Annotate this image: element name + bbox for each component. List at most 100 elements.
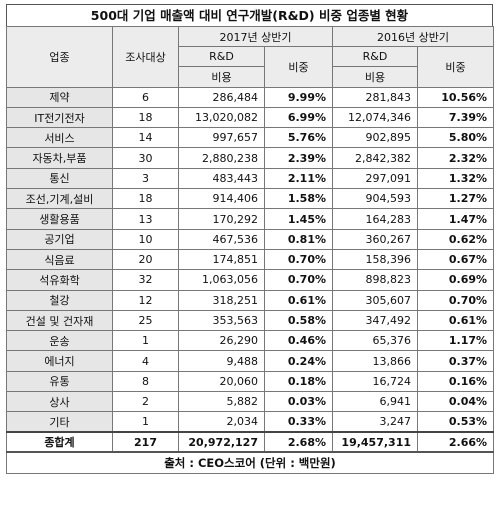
- ratio-2016-cell: 5.80%: [417, 127, 495, 149]
- ratio-2016-cell: 1.17%: [417, 330, 495, 352]
- industry-cell: 자동차,부품: [6, 147, 113, 169]
- count-cell: 1: [112, 330, 179, 352]
- table-title: 500대 기업 매출액 대비 연구개발(R&D) 비중 업종별 현황: [6, 4, 493, 26]
- table-row: 공기업 10 467,536 0.81% 360,267 0.62%: [6, 228, 495, 250]
- count-cell: 14: [112, 127, 179, 149]
- ratio-2016-cell: 2.32%: [417, 147, 495, 169]
- rd-2017-cell: 286,484: [178, 86, 265, 108]
- rd-2016-cell: 898,823: [332, 269, 419, 291]
- rd-2017-cell: 914,406: [178, 188, 265, 210]
- industry-cell: 통신: [6, 167, 113, 190]
- rd-2017-cell: 997,657: [178, 127, 265, 149]
- rd-2017-cell: 353,563: [178, 309, 265, 332]
- table-row: 상사 2 5,882 0.03% 6,941 0.04%: [6, 391, 495, 413]
- rd-2016-cell: 3,247: [332, 411, 419, 433]
- total-rd-2017: 20,972,127: [178, 431, 265, 453]
- industry-cell: 철강: [6, 289, 113, 311]
- ratio-2017-cell: 0.58%: [263, 309, 334, 332]
- source-row: 출처 : CEO스코어 (단위 : 백만원): [5, 451, 495, 474]
- ratio-2016-cell: 0.67%: [417, 248, 495, 271]
- industry-cell: 석유화학: [6, 269, 113, 291]
- rd-2016-cell: 360,267: [332, 228, 419, 250]
- ratio-2016-cell: 10.56%: [417, 86, 495, 108]
- industry-cell: 운송: [6, 330, 113, 352]
- rd-2016-cell: 281,843: [332, 86, 419, 108]
- total-ratio-2016: 2.66%: [417, 431, 495, 453]
- rd-ratio-table: 업종 조사대상 2017년 상반기 2016년 상반기 R&D 비중 R&D 비…: [5, 26, 495, 474]
- rd-2017-cell: 2,034: [178, 411, 265, 433]
- total-ratio-2017: 2.68%: [263, 431, 334, 453]
- count-cell: 32: [112, 269, 179, 291]
- count-cell: 13: [112, 208, 179, 230]
- ratio-2017-cell: 0.03%: [263, 391, 334, 413]
- table-row: IT전기전자 18 13,020,082 6.99% 12,074,346 7.39%: [6, 106, 495, 129]
- ratio-2017-cell: 1.45%: [263, 208, 334, 230]
- count-cell: 3: [112, 167, 179, 190]
- source-note: 출처 : CEO스코어 (단위 : 백만원): [5, 451, 495, 474]
- rd-2017-cell: 13,020,082: [178, 106, 265, 129]
- count-cell: 2: [112, 391, 179, 413]
- table-row: 자동차,부품 30 2,880,238 2.39% 2,842,382 2.32%: [6, 147, 495, 169]
- total-industry: 종합계: [6, 431, 113, 453]
- rd-2016-cell: 164,283: [332, 208, 419, 230]
- rd-2017-cell: 26,290: [178, 330, 265, 352]
- industry-cell: 공기업: [6, 228, 113, 250]
- ratio-2016-cell: 0.04%: [417, 391, 495, 413]
- ratio-2017-cell: 0.24%: [263, 350, 334, 372]
- count-cell: 30: [112, 147, 179, 169]
- ratio-2016-cell: 1.47%: [417, 208, 495, 230]
- table-row: 석유화학 32 1,063,056 0.70% 898,823 0.69%: [6, 269, 495, 291]
- industry-cell: 유통: [6, 370, 113, 393]
- ratio-2016-cell: 0.69%: [417, 269, 495, 291]
- header-2016: 2016년 상반기: [332, 26, 495, 47]
- industry-cell: 식음료: [6, 248, 113, 271]
- rd-2016-cell: 6,941: [332, 391, 419, 413]
- header-industry: 업종: [6, 26, 113, 88]
- table-row: 제약 6 286,484 9.99% 281,843 10.56%: [6, 86, 495, 108]
- industry-cell: IT전기전자: [6, 106, 113, 129]
- header-ratio-2017: 비중: [263, 46, 334, 88]
- table-container: 500대 기업 매출액 대비 연구개발(R&D) 비중 업종별 현황 업종 조사…: [5, 4, 495, 474]
- total-row: 종합계 217 20,972,127 2.68% 19,457,311 2.66…: [6, 431, 495, 453]
- ratio-2017-cell: 6.99%: [263, 106, 334, 129]
- industry-cell: 에너지: [6, 350, 113, 372]
- ratio-2017-cell: 0.70%: [263, 248, 334, 271]
- header-rd-2017-line2: 비용: [178, 66, 265, 88]
- rd-2017-cell: 318,251: [178, 289, 265, 311]
- ratio-2016-cell: 1.32%: [417, 167, 495, 190]
- header-rd-2016-line1: R&D: [332, 45, 419, 68]
- rd-2016-cell: 297,091: [332, 167, 419, 190]
- header-ratio-2016: 비중: [417, 46, 495, 88]
- rd-2016-cell: 16,724: [332, 370, 419, 393]
- industry-cell: 건설 및 건자재: [6, 309, 113, 332]
- ratio-2017-cell: 9.99%: [263, 86, 334, 108]
- header-count: 조사대상: [112, 26, 179, 88]
- industry-cell: 서비스: [6, 127, 113, 149]
- count-cell: 18: [112, 106, 179, 129]
- count-cell: 18: [112, 188, 179, 210]
- ratio-2017-cell: 0.70%: [263, 269, 334, 291]
- industry-cell: 생활용품: [6, 208, 113, 230]
- total-count: 217: [112, 431, 179, 453]
- table-row: 생활용품 13 170,292 1.45% 164,283 1.47%: [6, 208, 495, 230]
- rd-2017-cell: 20,060: [178, 370, 265, 393]
- ratio-2016-cell: 7.39%: [417, 106, 495, 129]
- ratio-2016-cell: 0.37%: [417, 350, 495, 372]
- rd-2017-cell: 174,851: [178, 248, 265, 271]
- ratio-2016-cell: 0.61%: [417, 309, 495, 332]
- ratio-2017-cell: 2.11%: [263, 167, 334, 190]
- count-cell: 8: [112, 370, 179, 393]
- table-row: 유통 8 20,060 0.18% 16,724 0.16%: [6, 370, 495, 393]
- count-cell: 1: [112, 411, 179, 433]
- industry-cell: 상사: [6, 391, 113, 413]
- ratio-2017-cell: 0.33%: [263, 411, 334, 433]
- rd-2017-cell: 9,488: [178, 350, 265, 372]
- header-2017: 2017년 상반기: [177, 26, 334, 47]
- ratio-2016-cell: 0.62%: [417, 228, 495, 250]
- rd-2016-cell: 347,492: [332, 309, 419, 332]
- ratio-2017-cell: 0.46%: [263, 330, 334, 352]
- table-row: 에너지 4 9,488 0.24% 13,866 0.37%: [6, 350, 495, 372]
- ratio-2017-cell: 2.39%: [263, 147, 334, 169]
- count-cell: 10: [112, 228, 179, 250]
- table-row: 기타 1 2,034 0.33% 3,247 0.53%: [6, 411, 495, 433]
